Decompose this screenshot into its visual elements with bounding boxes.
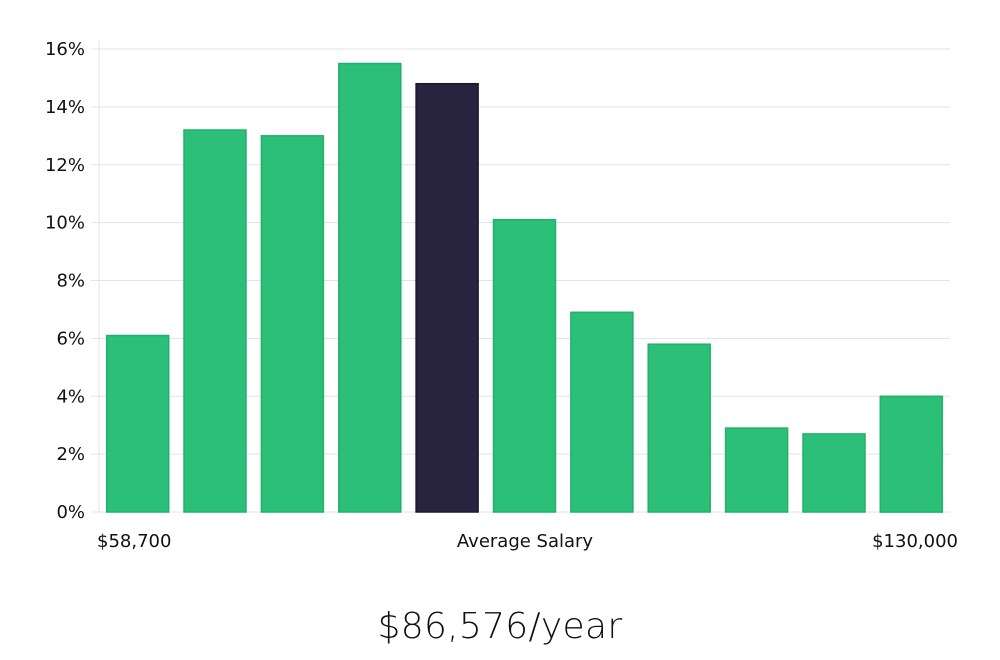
bar: [802, 433, 866, 513]
bar: [570, 311, 634, 513]
y-tick-label: 4%: [56, 386, 85, 407]
bars: [105, 62, 944, 513]
x-axis-labels: $58,700 Average Salary $130,000: [97, 531, 958, 552]
bar: [492, 218, 557, 513]
y-tick-label: 12%: [45, 155, 85, 176]
y-tick-label: 16%: [45, 39, 85, 60]
y-tick-label: 8%: [56, 271, 85, 292]
y-tick-label: 10%: [45, 213, 85, 234]
x-max-label: $130,000: [872, 531, 958, 552]
bar: [724, 427, 789, 513]
bar: [647, 343, 711, 513]
x-axis-title: Average Salary: [457, 531, 594, 552]
bar: [338, 62, 402, 513]
y-tick-label: 0%: [56, 502, 85, 523]
x-min-label: $58,700: [97, 531, 171, 552]
y-tick-label: 6%: [56, 328, 85, 349]
salary-histogram: 0% 2% 4% 6% 8% 10% 12% 14% 16% $58,700 Average S…: [45, 39, 958, 552]
y-axis-ticks: 0% 2% 4% 6% 8% 10% 12% 14% 16%: [45, 39, 85, 523]
bar: [260, 135, 325, 513]
y-tick-label: 2%: [56, 444, 85, 465]
bar: [183, 129, 247, 513]
bar: [105, 334, 170, 513]
average-salary-value: $86,576/year: [377, 606, 623, 647]
bar: [879, 395, 944, 513]
bar-highlighted: [415, 82, 479, 513]
y-tick-label: 14%: [45, 97, 85, 118]
